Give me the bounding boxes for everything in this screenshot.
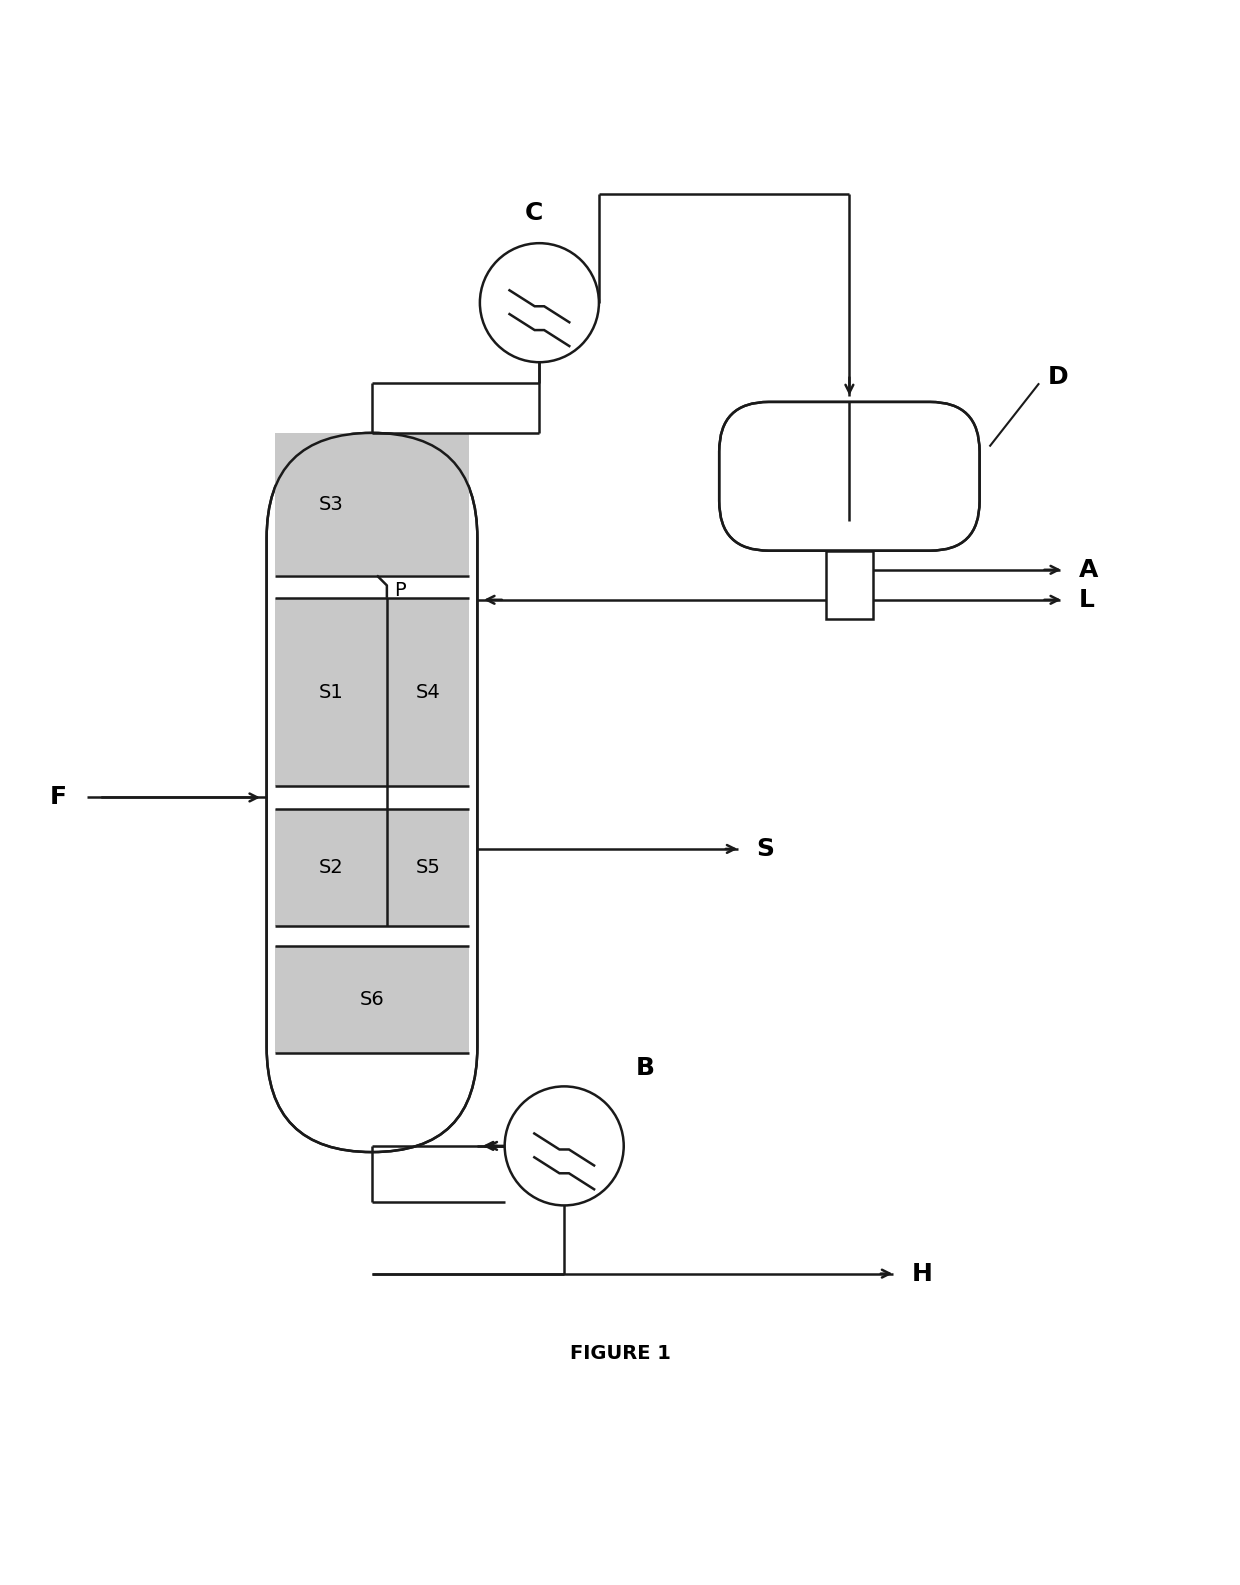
Text: S4: S4 (415, 683, 440, 702)
Text: C: C (525, 201, 543, 225)
Bar (275, 926, 469, 946)
Text: B: B (636, 1056, 655, 1081)
Text: D: D (1048, 365, 1069, 388)
Bar (387, 598, 469, 786)
Text: S1: S1 (319, 683, 343, 702)
Circle shape (505, 1086, 624, 1206)
Text: S5: S5 (415, 857, 440, 877)
Text: S2: S2 (319, 857, 343, 877)
Bar (275, 786, 469, 808)
Bar (275, 433, 469, 575)
Bar (275, 808, 387, 926)
Bar (275, 598, 387, 786)
FancyBboxPatch shape (267, 433, 477, 1152)
Text: L: L (1079, 588, 1095, 612)
Bar (275, 946, 469, 1052)
Bar (826, 550, 873, 618)
Text: P: P (394, 582, 405, 601)
Text: F: F (50, 786, 67, 810)
Text: S: S (756, 837, 775, 861)
Bar (275, 575, 469, 598)
Circle shape (480, 243, 599, 363)
Text: H: H (911, 1262, 932, 1285)
Text: S3: S3 (319, 495, 343, 514)
Bar (387, 808, 469, 926)
Text: A: A (1079, 558, 1099, 582)
FancyBboxPatch shape (719, 403, 980, 550)
Text: S6: S6 (360, 991, 384, 1010)
Text: FIGURE 1: FIGURE 1 (569, 1344, 671, 1363)
